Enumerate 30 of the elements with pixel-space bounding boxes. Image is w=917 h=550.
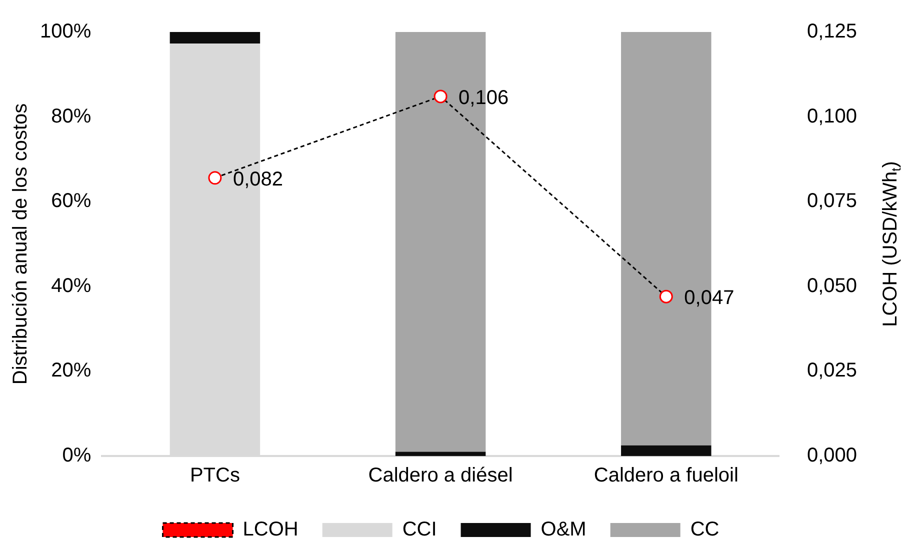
- y2-tick-label: 0,025: [806, 360, 858, 382]
- y-tick-label: 100%: [40, 20, 92, 43]
- point: [659, 290, 673, 304]
- x-tick-label: Caldero a fueloil: [594, 464, 738, 487]
- y-tick-label: 20%: [51, 360, 92, 382]
- y2-tick-label: 0,050: [806, 274, 858, 297]
- y-tick-label: 60%: [51, 190, 92, 212]
- x-tick-label: Caldero a diésel: [368, 464, 513, 487]
- y2-tick-label: 0,000: [806, 444, 858, 467]
- bar: [621, 445, 712, 456]
- y2-tick-label: 0,075: [806, 190, 858, 212]
- x-tick-label: PTCs: [190, 464, 240, 487]
- legend-label: CC: [690, 518, 720, 541]
- data-label: 0,106: [458, 86, 509, 109]
- data-label: 0,047: [684, 287, 734, 310]
- data-label: 0,082: [232, 168, 284, 190]
- y-tick-label: 40%: [51, 274, 92, 297]
- bar: [395, 452, 486, 456]
- legend-label: CCI: [402, 518, 437, 541]
- point: [208, 171, 222, 185]
- legend-label: LCOH: [242, 518, 298, 541]
- y2-tick-label: 0,100: [806, 105, 858, 128]
- point: [434, 90, 448, 104]
- y-tick-label: 80%: [51, 105, 92, 128]
- y2-tick-label: 0,125: [806, 20, 858, 43]
- bar: [170, 32, 260, 44]
- legend-label: O&M: [540, 518, 586, 541]
- y-tick-label: 0%: [62, 444, 92, 467]
- y2-axis-title: LCOH (USD/kWht): [880, 161, 904, 327]
- y-axis-title: Distribución anual de los costos: [10, 103, 32, 385]
